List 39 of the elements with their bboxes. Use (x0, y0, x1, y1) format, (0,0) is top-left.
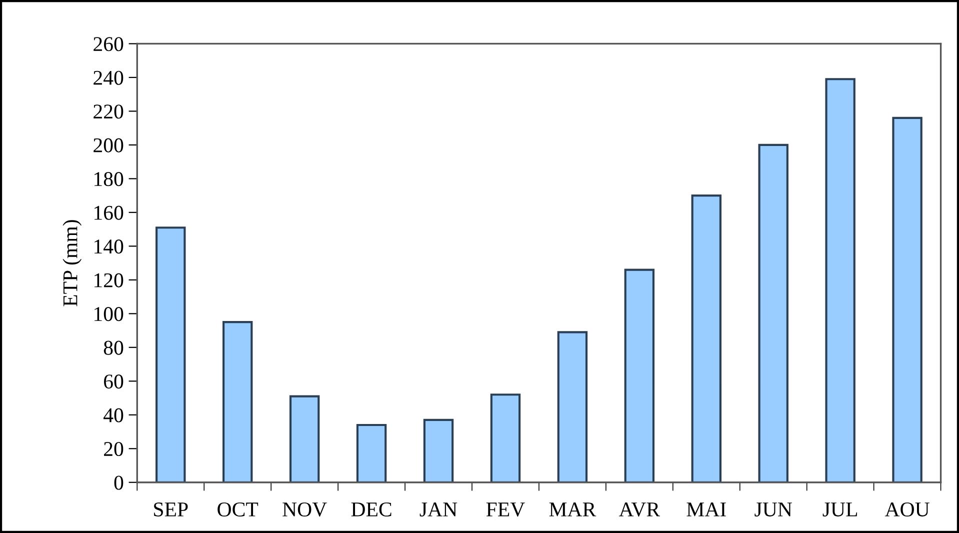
y-tick-label: 200 (94, 138, 124, 152)
bar (490, 394, 521, 482)
x-tick-label: FEV (486, 502, 525, 517)
x-tick-label: AVR (618, 502, 660, 517)
x-tick-label: AOU (884, 502, 930, 516)
bar (758, 144, 788, 482)
x-tick-label: JAN (420, 502, 458, 516)
y-tick-label: 60 (104, 374, 124, 389)
y-tick-label: 20 (104, 442, 124, 456)
y-tick-label: 0 (114, 476, 124, 490)
bar (156, 226, 186, 482)
y-tick-label: 160 (94, 206, 124, 220)
y-tick-label: 180 (94, 172, 124, 186)
x-tick-label: JUL (822, 502, 858, 516)
bar (557, 331, 588, 482)
bar (892, 116, 922, 482)
x-tick-label: JUN (754, 502, 792, 516)
x-tick-label: SEP (154, 502, 188, 516)
y-tick-label: 100 (94, 307, 124, 322)
bar (289, 395, 320, 482)
bar (691, 194, 722, 482)
x-tick-label: MAI (686, 502, 726, 516)
y-tick-label: 260 (94, 37, 124, 52)
bar (222, 321, 253, 482)
y-tick-label: 40 (104, 408, 124, 422)
y-tick-label: 220 (94, 104, 124, 119)
x-tick-label: OCT (218, 502, 258, 516)
y-axis-title: ETP (mm) (62, 220, 82, 306)
x-tick-label: DEC (351, 502, 392, 516)
x-tick-label: NOV (282, 502, 327, 517)
y-tick-label: 140 (94, 240, 124, 254)
x-tick-label: MAR (549, 502, 596, 516)
y-tick-label: 240 (94, 70, 124, 85)
bar (624, 268, 655, 482)
bar (825, 78, 856, 482)
y-tick-label: 120 (94, 273, 124, 288)
bar (423, 418, 454, 482)
y-tick-label: 80 (104, 340, 124, 355)
bar (356, 424, 387, 482)
